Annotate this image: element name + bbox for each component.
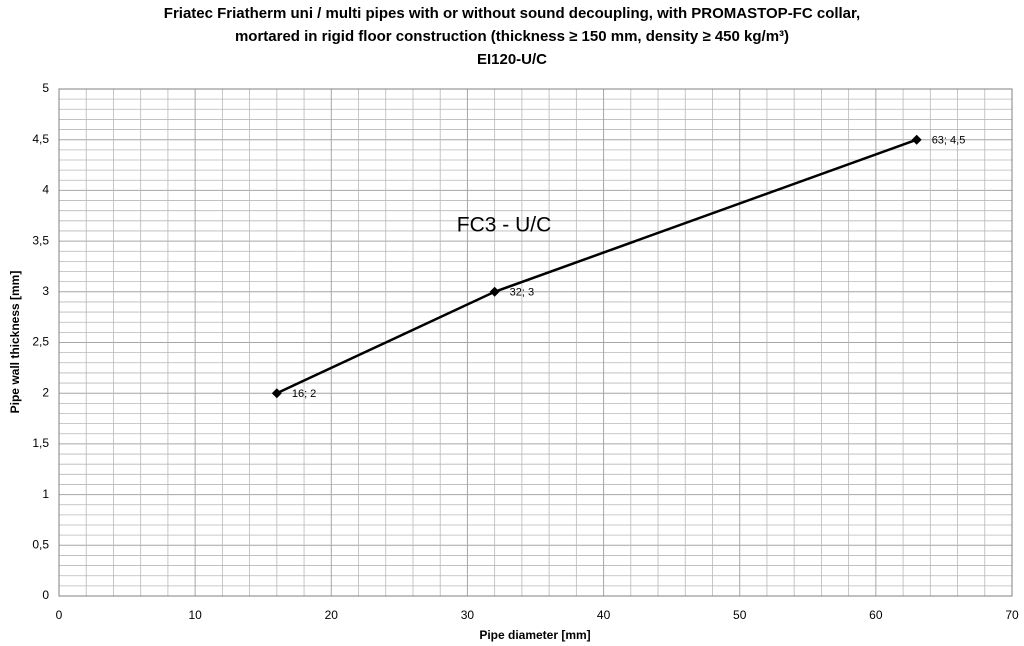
data-label: 16; 2 [292, 388, 316, 400]
annotation: FC3 - U/C [457, 214, 552, 237]
y-tick-label: 4 [42, 183, 49, 197]
y-tick-label: 5 [42, 81, 49, 95]
y-tick-label: 3,5 [32, 233, 49, 247]
x-tick-label: 20 [325, 608, 339, 622]
y-tick-label: 4,5 [32, 132, 49, 146]
x-tick-label: 10 [188, 608, 202, 622]
data-label: 32; 3 [510, 287, 534, 299]
y-tick-label: 2,5 [32, 335, 49, 349]
data-label: 63; 4,5 [932, 135, 966, 147]
y-tick-label: 2 [42, 385, 49, 399]
chart-title: EI120-U/C [477, 51, 547, 68]
x-axis-title: Pipe diameter [mm] [479, 628, 590, 642]
x-tick-label: 40 [597, 608, 611, 622]
x-tick-label: 60 [869, 608, 883, 622]
data-point [489, 286, 500, 297]
y-tick-label: 1 [42, 487, 49, 501]
x-tick-label: 50 [733, 608, 747, 622]
x-tick-label: 70 [1005, 608, 1019, 622]
data-point [271, 388, 282, 399]
y-tick-label: 1,5 [32, 436, 49, 450]
y-tick-label: 0,5 [32, 537, 49, 551]
plot-border [58, 88, 1013, 597]
data-point [911, 134, 922, 145]
y-axis-title: Pipe wall thickness [mm] [8, 271, 22, 414]
x-tick-label: 30 [461, 608, 475, 622]
y-tick-label: 3 [42, 284, 49, 298]
chart-title: mortared in rigid floor construction (th… [235, 28, 789, 45]
x-tick-label: 0 [56, 608, 63, 622]
data-line [276, 138, 918, 395]
y-tick-label: 0 [42, 588, 49, 602]
chart-title: Friatec Friatherm uni / multi pipes with… [164, 5, 860, 22]
